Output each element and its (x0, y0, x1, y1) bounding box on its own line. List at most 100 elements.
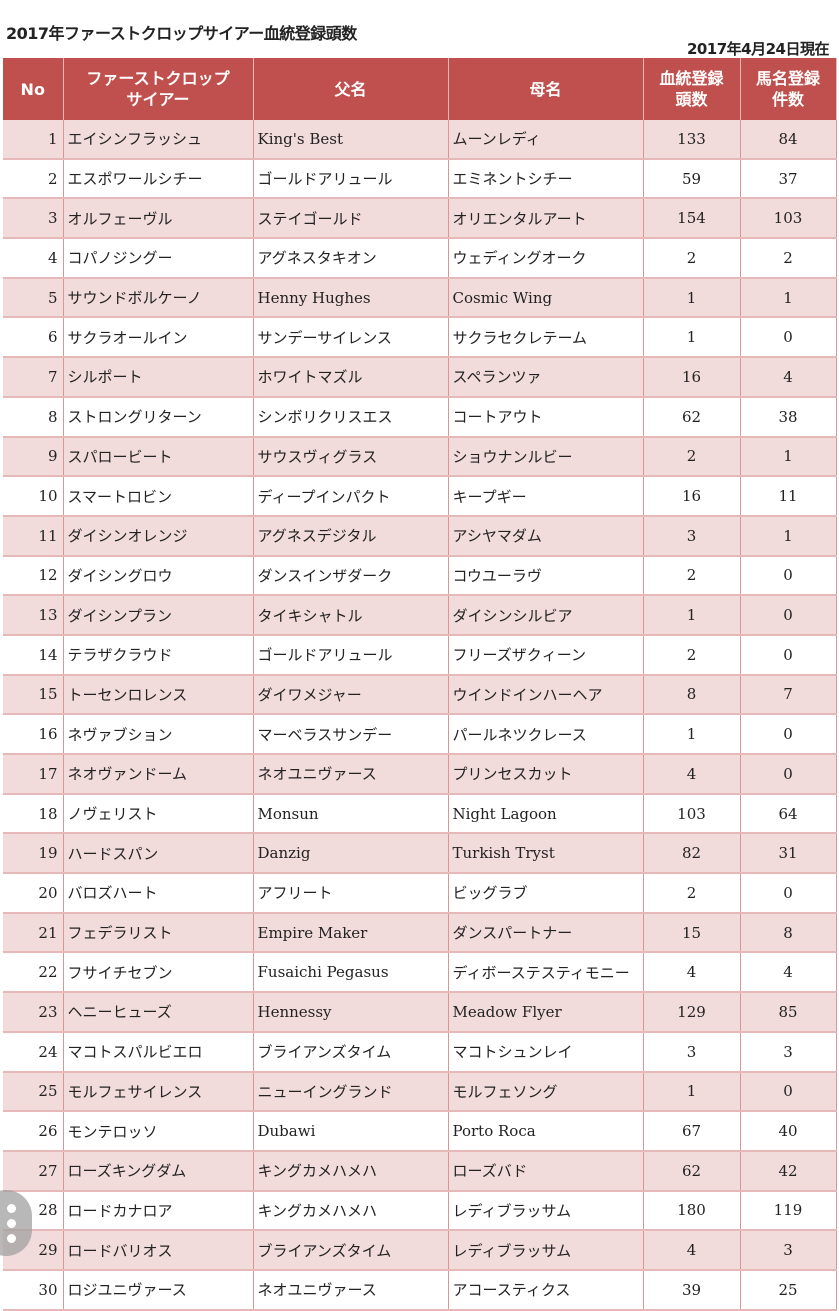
row-name-registrations: 0 (740, 754, 837, 795)
row-name-registrations: 3 (740, 1031, 837, 1073)
row-no: 1 (3, 120, 64, 160)
row-sire: ネヴァブション (63, 714, 254, 755)
row-father: アグネスデジタル (253, 515, 449, 557)
row-name-registrations: 3 (740, 1230, 837, 1271)
row-registrations: 59 (643, 158, 741, 200)
row-sire: ロジユニヴァース (63, 1269, 254, 1311)
row-mother: Porto Roca (448, 1111, 644, 1152)
row-registrations: 62 (643, 396, 741, 438)
table-row: 10 スマートロビン ディープインパクト キープギー 16 11 (3, 476, 837, 517)
row-sire: フサイチセブン (63, 952, 254, 994)
row-sire: ダイシングロウ (63, 555, 254, 597)
row-mother: コウユーラヴ (448, 555, 644, 597)
row-sire: ダイシンプラン (63, 595, 254, 636)
row-name-registrations: 37 (740, 158, 837, 200)
row-father: Empire Maker (253, 912, 449, 954)
row-name-registrations: 0 (740, 555, 837, 597)
table-row: 24 マコトスパルビエロ ブライアンズタイム マコトシュンレイ 3 3 (3, 1031, 837, 1073)
row-name-registrations: 1 (740, 436, 837, 478)
row-sire: ダイシンオレンジ (63, 515, 254, 557)
row-no: 25 (3, 1071, 64, 1113)
row-father: ダイワメジャー (253, 674, 449, 716)
row-father: ディープインパクト (253, 476, 449, 517)
row-mother: ダンスパートナー (448, 912, 644, 954)
row-mother: Turkish Tryst (448, 833, 644, 875)
row-sire: エイシンフラッシュ (63, 120, 254, 160)
row-no: 30 (3, 1269, 64, 1311)
row-no: 17 (3, 754, 64, 795)
row-no: 20 (3, 873, 64, 914)
row-no: 19 (3, 833, 64, 875)
row-no: 6 (3, 317, 64, 359)
row-no: 7 (3, 357, 64, 398)
row-father: マーベラスサンデー (253, 714, 449, 755)
row-mother: レディブラッサム (448, 1190, 644, 1232)
table-row: 1 エイシンフラッシュ King's Best ムーンレディ 133 84 (3, 120, 837, 160)
row-name-registrations: 25 (740, 1269, 837, 1311)
row-sire: ストロングリターン (63, 396, 254, 438)
row-mother: オリエンタルアート (448, 198, 644, 240)
row-registrations: 1 (643, 277, 741, 319)
row-father: ゴールドアリュール (253, 634, 449, 676)
row-no: 2 (3, 158, 64, 200)
row-father: King's Best (253, 120, 449, 160)
row-mother: Meadow Flyer (448, 992, 644, 1033)
row-mother: スペランツァ (448, 357, 644, 398)
row-mother: モルフェソング (448, 1071, 644, 1113)
table-row: 6 サクラオールイン サンデーサイレンス サクラセクレテーム 1 0 (3, 317, 837, 359)
table-row: 21 フェデラリスト Empire Maker ダンスパートナー 15 8 (3, 912, 837, 954)
more-vertical-icon-dot (7, 1234, 16, 1243)
row-registrations: 3 (643, 515, 741, 557)
row-father: Danzig (253, 833, 449, 875)
row-mother: アシヤマダム (448, 515, 644, 557)
table-row: 12 ダイシングロウ ダンスインザダーク コウユーラヴ 2 0 (3, 555, 837, 597)
row-mother: アコースティクス (448, 1269, 644, 1311)
row-sire: モルフェサイレンス (63, 1071, 254, 1113)
row-sire: ロードバリオス (63, 1230, 254, 1271)
row-name-registrations: 7 (740, 674, 837, 716)
row-father: サウスヴィグラス (253, 436, 449, 478)
header-name-line2: 件数 (771, 90, 804, 109)
row-no: 27 (3, 1150, 64, 1192)
row-father: ブライアンズタイム (253, 1230, 449, 1271)
row-registrations: 180 (643, 1190, 741, 1232)
row-mother: Cosmic Wing (448, 277, 644, 319)
row-no: 13 (3, 595, 64, 636)
row-registrations: 67 (643, 1111, 741, 1152)
row-father: タイキシャトル (253, 595, 449, 636)
row-name-registrations: 11 (740, 476, 837, 517)
table-row: 22 フサイチセブン Fusaichi Pegasus ディボーステスティモニー 4 4 (3, 952, 837, 994)
table-row: 5 サウンドボルケーノ Henny Hughes Cosmic Wing 1 1 (3, 277, 837, 319)
row-sire: フェデラリスト (63, 912, 254, 954)
row-no: 14 (3, 634, 64, 676)
header-no: No (3, 58, 64, 120)
row-father: ゴールドアリュール (253, 158, 449, 200)
table-row: 14 テラザクラウド ゴールドアリュール フリーズザクィーン 2 0 (3, 634, 837, 676)
table-row: 27 ローズキングダム キングカメハメハ ローズバド 62 42 (3, 1150, 837, 1192)
row-mother: Night Lagoon (448, 793, 644, 835)
row-sire: オルフェーヴル (63, 198, 254, 240)
row-father: サンデーサイレンス (253, 317, 449, 359)
row-sire: スマートロビン (63, 476, 254, 517)
row-no: 23 (3, 992, 64, 1033)
row-registrations: 2 (643, 634, 741, 676)
row-sire: トーセンロレンス (63, 674, 254, 716)
table-row: 19 ハードスパン Danzig Turkish Tryst 82 31 (3, 833, 837, 875)
row-mother: パールネツクレース (448, 714, 644, 755)
row-registrations: 2 (643, 238, 741, 279)
row-sire: ヘニーヒューズ (63, 992, 254, 1033)
row-name-registrations: 4 (740, 357, 837, 398)
row-name-registrations: 84 (740, 120, 837, 160)
floating-menu-button[interactable] (0, 1190, 32, 1256)
table-row: 9 スパロービート サウスヴィグラス ショウナンルビー 2 1 (3, 436, 837, 478)
row-mother: プリンセスカット (448, 754, 644, 795)
row-mother: ムーンレディ (448, 120, 644, 160)
table-row: 23 ヘニーヒューズ Hennessy Meadow Flyer 129 85 (3, 992, 837, 1033)
as-of-date: 2017年4月24日現在 (686, 40, 830, 58)
row-name-registrations: 42 (740, 1150, 837, 1192)
row-registrations: 2 (643, 436, 741, 478)
row-sire: サクラオールイン (63, 317, 254, 359)
row-registrations: 4 (643, 952, 741, 994)
row-sire: ローズキングダム (63, 1150, 254, 1192)
row-name-registrations: 0 (740, 634, 837, 676)
